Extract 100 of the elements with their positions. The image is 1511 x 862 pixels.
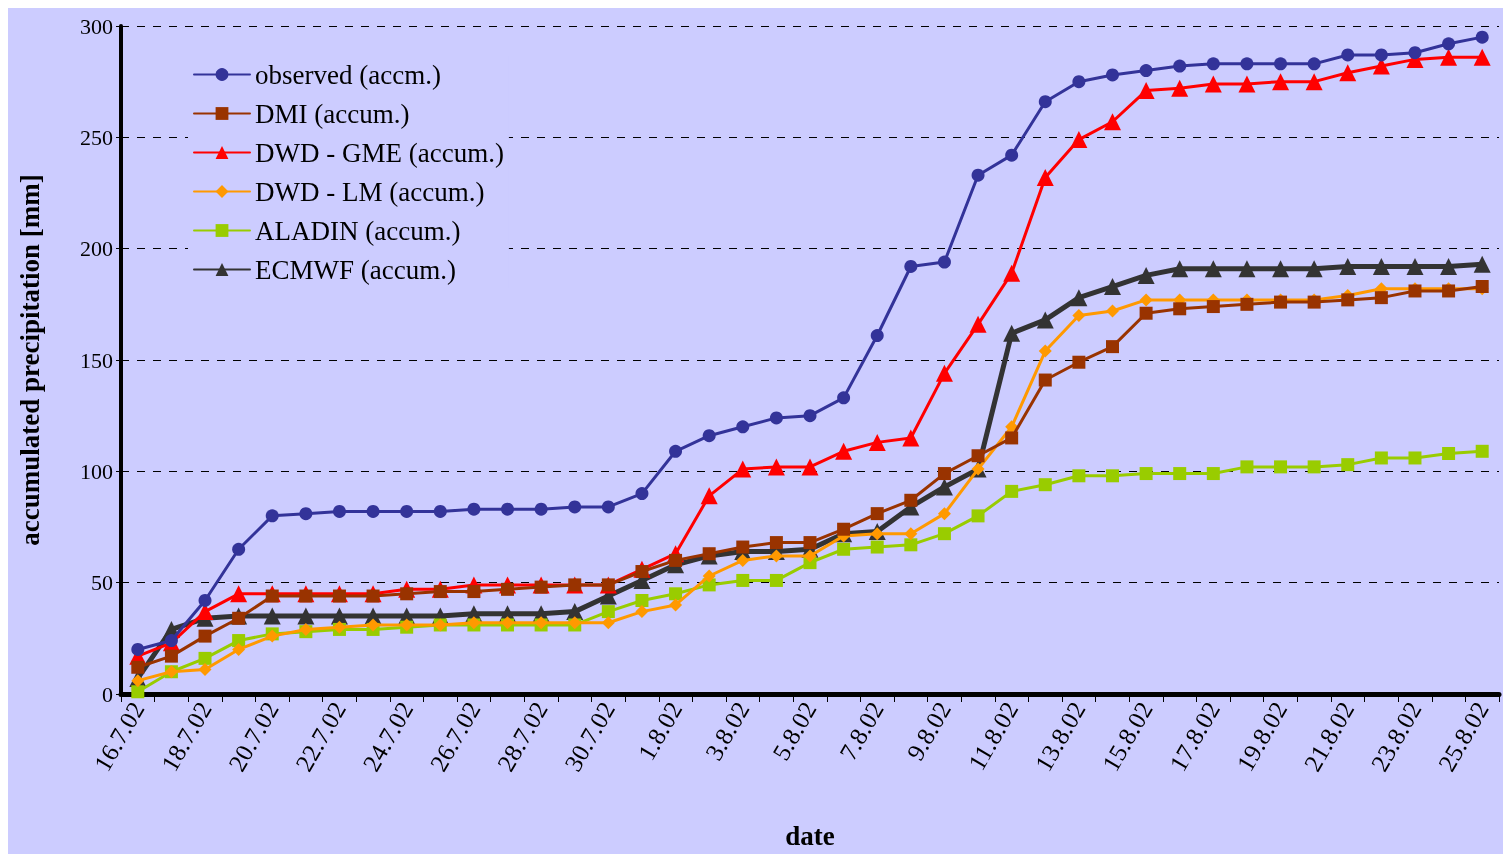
point bbox=[198, 663, 212, 677]
point bbox=[198, 593, 212, 607]
point bbox=[635, 487, 649, 501]
point bbox=[1038, 478, 1052, 492]
point bbox=[837, 391, 851, 405]
point bbox=[131, 642, 145, 656]
point bbox=[937, 507, 951, 521]
y-tick-label: 250 bbox=[80, 124, 113, 150]
legend-label: ECMWF (accum.) bbox=[255, 254, 456, 285]
point bbox=[366, 589, 380, 603]
point bbox=[1103, 278, 1121, 296]
point bbox=[198, 651, 212, 665]
point bbox=[1003, 324, 1021, 342]
legend-label: DWD - GME (accum.) bbox=[255, 137, 504, 168]
point bbox=[1173, 467, 1187, 481]
point bbox=[1038, 373, 1052, 387]
point bbox=[1240, 297, 1254, 311]
point bbox=[835, 442, 853, 460]
point bbox=[837, 522, 851, 536]
point bbox=[1341, 293, 1355, 307]
point bbox=[801, 458, 819, 476]
point bbox=[971, 168, 985, 182]
point bbox=[1442, 37, 1456, 51]
point bbox=[1206, 467, 1220, 481]
point bbox=[870, 507, 884, 521]
point bbox=[1238, 260, 1256, 278]
point bbox=[1408, 451, 1422, 465]
point bbox=[1442, 447, 1456, 461]
point bbox=[904, 527, 918, 541]
point bbox=[769, 536, 783, 550]
point bbox=[702, 569, 716, 583]
point bbox=[297, 607, 315, 625]
point bbox=[1139, 306, 1153, 320]
point bbox=[1339, 257, 1357, 275]
point bbox=[501, 582, 515, 596]
point bbox=[1072, 308, 1086, 322]
point bbox=[1139, 293, 1153, 307]
point bbox=[1206, 300, 1220, 314]
point bbox=[1137, 82, 1155, 100]
point bbox=[1038, 95, 1052, 109]
point bbox=[769, 549, 783, 563]
y-axis-title: accumulated precipitation [mm] bbox=[14, 174, 45, 546]
point bbox=[1204, 260, 1222, 278]
point bbox=[467, 585, 481, 599]
point bbox=[1440, 48, 1458, 66]
point bbox=[1105, 340, 1119, 354]
point bbox=[1036, 311, 1054, 329]
point bbox=[635, 593, 649, 607]
point bbox=[400, 504, 414, 518]
point bbox=[769, 573, 783, 587]
point bbox=[366, 504, 380, 518]
point bbox=[635, 605, 649, 619]
point bbox=[1307, 57, 1321, 71]
point bbox=[971, 449, 985, 463]
point bbox=[1070, 289, 1088, 307]
point bbox=[935, 364, 953, 382]
point bbox=[1305, 73, 1323, 91]
point bbox=[332, 504, 346, 518]
legend-label: observed (accm.) bbox=[255, 59, 441, 90]
legend-label: DMI (accum.) bbox=[255, 98, 410, 129]
point bbox=[870, 329, 884, 342]
legend-label: ALADIN (accum.) bbox=[255, 215, 461, 246]
point bbox=[702, 547, 716, 561]
point bbox=[601, 500, 615, 514]
point bbox=[969, 315, 987, 333]
point bbox=[1106, 68, 1119, 82]
point bbox=[1475, 30, 1489, 44]
point bbox=[1072, 355, 1086, 369]
point bbox=[1240, 460, 1254, 474]
point bbox=[669, 598, 683, 612]
point bbox=[1204, 75, 1222, 93]
point bbox=[1408, 46, 1422, 60]
point bbox=[1341, 458, 1355, 472]
point bbox=[736, 420, 750, 434]
point bbox=[803, 549, 817, 563]
point bbox=[1274, 57, 1288, 71]
point bbox=[400, 587, 414, 601]
point bbox=[534, 502, 548, 516]
point bbox=[935, 478, 953, 496]
point bbox=[971, 509, 985, 523]
point bbox=[635, 565, 649, 579]
point bbox=[734, 460, 752, 478]
point bbox=[164, 634, 178, 648]
point bbox=[767, 458, 785, 476]
point bbox=[131, 674, 145, 688]
point bbox=[1341, 48, 1355, 62]
y-tick-label: 50 bbox=[91, 570, 113, 596]
point bbox=[1406, 257, 1424, 275]
point bbox=[1374, 48, 1388, 62]
point bbox=[700, 487, 718, 505]
point bbox=[501, 502, 515, 516]
point bbox=[1005, 484, 1019, 498]
point bbox=[232, 611, 246, 625]
point bbox=[1005, 431, 1019, 445]
point bbox=[1105, 469, 1119, 483]
point bbox=[568, 500, 582, 514]
point bbox=[904, 493, 918, 507]
point bbox=[702, 429, 716, 443]
point bbox=[198, 629, 212, 643]
point bbox=[736, 553, 750, 567]
